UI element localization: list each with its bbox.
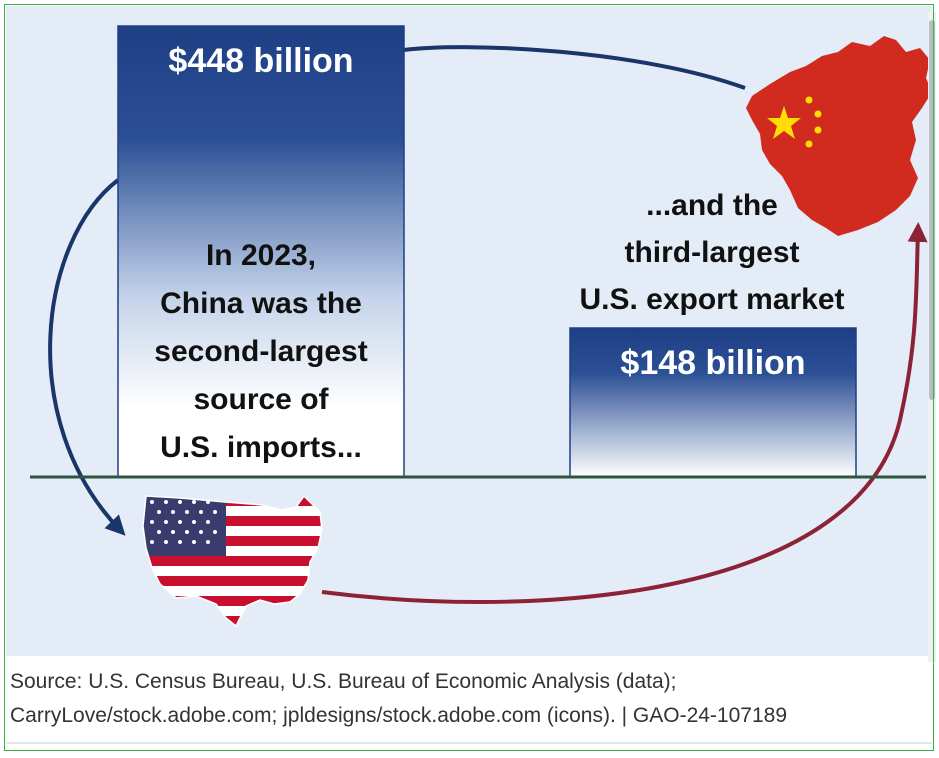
- imports-message: In 2023, China was the second-largest so…: [154, 239, 367, 464]
- scrollbar-thumb[interactable]: [929, 20, 935, 400]
- exports-message-line: ...and the: [646, 189, 778, 222]
- imports-message-line: U.S. imports...: [160, 431, 362, 464]
- divider: [6, 742, 932, 744]
- imports-message-line: second-largest: [154, 335, 367, 368]
- imports-message-line: source of: [193, 383, 329, 416]
- exports-message-line: U.S. export market: [579, 283, 844, 316]
- bar-value-label: $148 billion: [620, 344, 805, 382]
- exports-message-line: third-largest: [624, 236, 799, 269]
- chart-area: $448 billion $148 billion In 2023, China …: [30, 25, 932, 628]
- source-note: Source: U.S. Census Bureau, U.S. Bureau …: [10, 665, 910, 733]
- usa-map-flag-icon: [142, 494, 323, 628]
- imports-message-line: In 2023,: [206, 239, 316, 272]
- bar-imports: [117, 25, 405, 478]
- china-map-flag-icon: [746, 36, 932, 236]
- imports-message-line: China was the: [160, 287, 362, 320]
- bar-exports: [569, 327, 857, 478]
- bar-value-label: $448 billion: [168, 42, 353, 80]
- import-arrow: [48, 45, 746, 530]
- source-line: CarryLove/stock.adobe.com; jpldesigns/st…: [10, 704, 787, 727]
- exports-message: ...and the third-largest U.S. export mar…: [579, 189, 844, 316]
- export-arrow: [321, 222, 928, 604]
- source-line: Source: U.S. Census Bureau, U.S. Bureau …: [10, 670, 677, 693]
